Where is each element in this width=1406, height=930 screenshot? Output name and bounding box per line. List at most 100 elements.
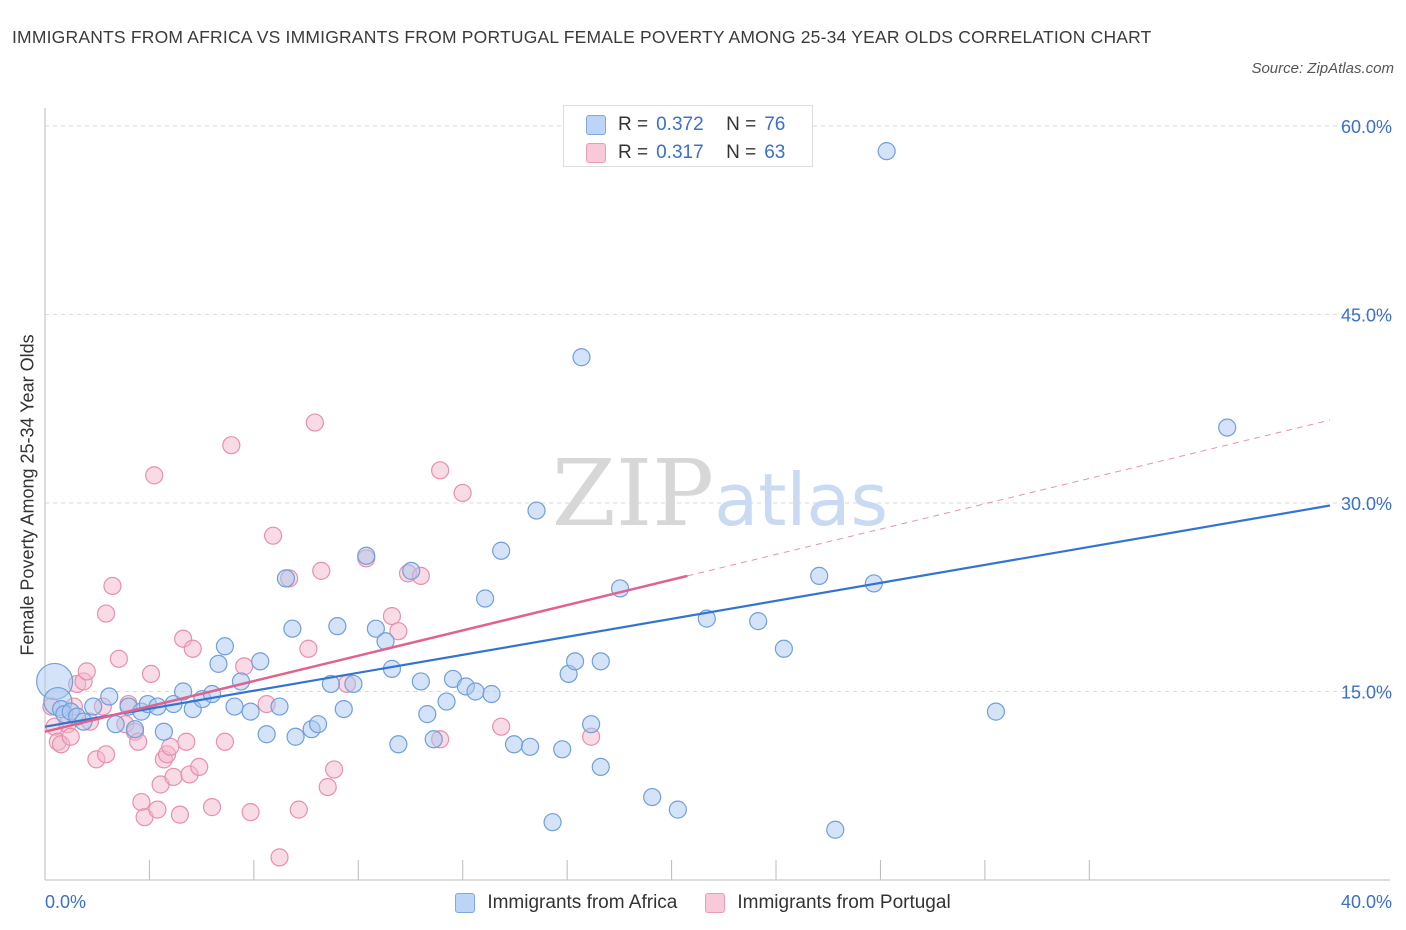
chart-source: Source: ZipAtlas.com [1251, 60, 1394, 77]
watermark-zip: ZIP [552, 440, 714, 547]
africa-point [286, 727, 305, 746]
n-label: N = [726, 114, 757, 135]
portugal-swatch [586, 143, 606, 163]
portugal-point [177, 732, 196, 751]
africa-point [437, 692, 456, 711]
africa-point [482, 684, 501, 704]
portugal-point [263, 526, 283, 545]
africa-n-value: 76 [764, 114, 786, 135]
africa-point [591, 652, 610, 671]
watermark-atlas: atlas [714, 458, 888, 542]
portugal-point [492, 717, 511, 736]
portugal-point [202, 798, 222, 817]
africa-point [209, 654, 228, 673]
africa-point [84, 697, 103, 716]
africa-point [810, 566, 829, 585]
portugal-point [96, 745, 116, 764]
portugal-point [325, 760, 344, 779]
africa-swatch [586, 115, 606, 135]
africa-point [215, 637, 234, 656]
africa-point [492, 541, 511, 560]
africa-legend-label: Immigrants from Africa [487, 892, 678, 913]
series-legend: Immigrants from Africa Immigrants from P… [0, 888, 1406, 918]
portugal-point [270, 848, 289, 867]
africa-point [411, 672, 430, 691]
portugal-point [453, 483, 472, 503]
africa-point [543, 813, 562, 832]
r-label: R = [618, 142, 649, 163]
portugal-n-value: 63 [764, 142, 786, 163]
africa-point [334, 699, 353, 719]
africa-trend-line [44, 504, 1331, 728]
africa-point [366, 619, 385, 638]
legend-item-africa: Immigrants from Africa [455, 892, 677, 914]
africa-point [225, 697, 244, 716]
portugal-point [109, 649, 128, 668]
africa-point [231, 672, 251, 691]
africa-point [283, 619, 302, 638]
africa-point [466, 682, 485, 701]
portugal-point [164, 767, 183, 787]
africa-point [986, 702, 1006, 721]
africa-point [553, 740, 572, 759]
africa-point [154, 722, 173, 741]
africa-point [257, 725, 276, 744]
portugal-point [305, 413, 324, 432]
portugal-legend-label: Immigrants from Portugal [737, 892, 951, 913]
portugal-point [161, 737, 180, 756]
africa-point [749, 612, 768, 631]
portugal-point [141, 664, 161, 684]
stats-row-portugal: R = 0.317 N = 63 [586, 141, 785, 165]
africa-point [527, 501, 546, 520]
portugal-trend-extension [687, 419, 1331, 577]
africa-point [357, 546, 376, 565]
portugal-point [299, 639, 318, 658]
tick-labels: 15.0% 30.0% 45.0% 60.0% 0.0% 40.0% [45, 117, 1392, 912]
portugal-point [389, 622, 408, 641]
portugal-r-value: 0.317 [656, 142, 704, 163]
portugal-point [318, 777, 337, 797]
africa-point [321, 674, 341, 694]
africa-point [565, 652, 585, 671]
africa-point [582, 715, 601, 734]
africa-point [276, 569, 296, 588]
africa-point [476, 589, 495, 608]
stats-legend: R = 0.372 N = 76 R = 0.317 N = 63 [563, 105, 813, 167]
africa-point [643, 787, 662, 807]
portugal-point [190, 757, 209, 777]
africa-point [344, 674, 363, 694]
africa-point [270, 697, 289, 716]
portugal-legend-swatch [705, 893, 726, 913]
africa-point [308, 715, 328, 734]
portugal-point [103, 576, 122, 596]
stats-row-africa: R = 0.372 N = 76 [586, 113, 785, 137]
africa-point [418, 705, 437, 724]
africa-point [241, 702, 260, 721]
legend-item-portugal: Immigrants from Portugal [705, 892, 951, 914]
trend-lines [44, 419, 1331, 733]
portugal-point [289, 800, 308, 819]
portugal-point [77, 662, 96, 681]
portugal-point [215, 732, 234, 751]
africa-point [125, 720, 145, 739]
portugal-point [312, 561, 331, 580]
africa-point [328, 617, 347, 636]
africa-point [520, 737, 540, 756]
africa-point [877, 142, 896, 161]
africa-point [572, 348, 591, 367]
portugal-point [183, 639, 202, 658]
africa-point [174, 682, 193, 701]
africa-point [402, 561, 421, 580]
y-tick-label: 60.0% [1341, 117, 1392, 137]
y-tick-label: 15.0% [1341, 683, 1392, 703]
portugal-point [382, 606, 402, 626]
africa-point [424, 730, 443, 749]
africa-point [251, 652, 270, 671]
portugal-point [222, 436, 241, 455]
series-africa-points [36, 142, 1237, 839]
portugal-point [235, 657, 254, 676]
africa-point [389, 735, 408, 754]
portugal-point [145, 466, 164, 485]
africa-point [504, 735, 524, 754]
